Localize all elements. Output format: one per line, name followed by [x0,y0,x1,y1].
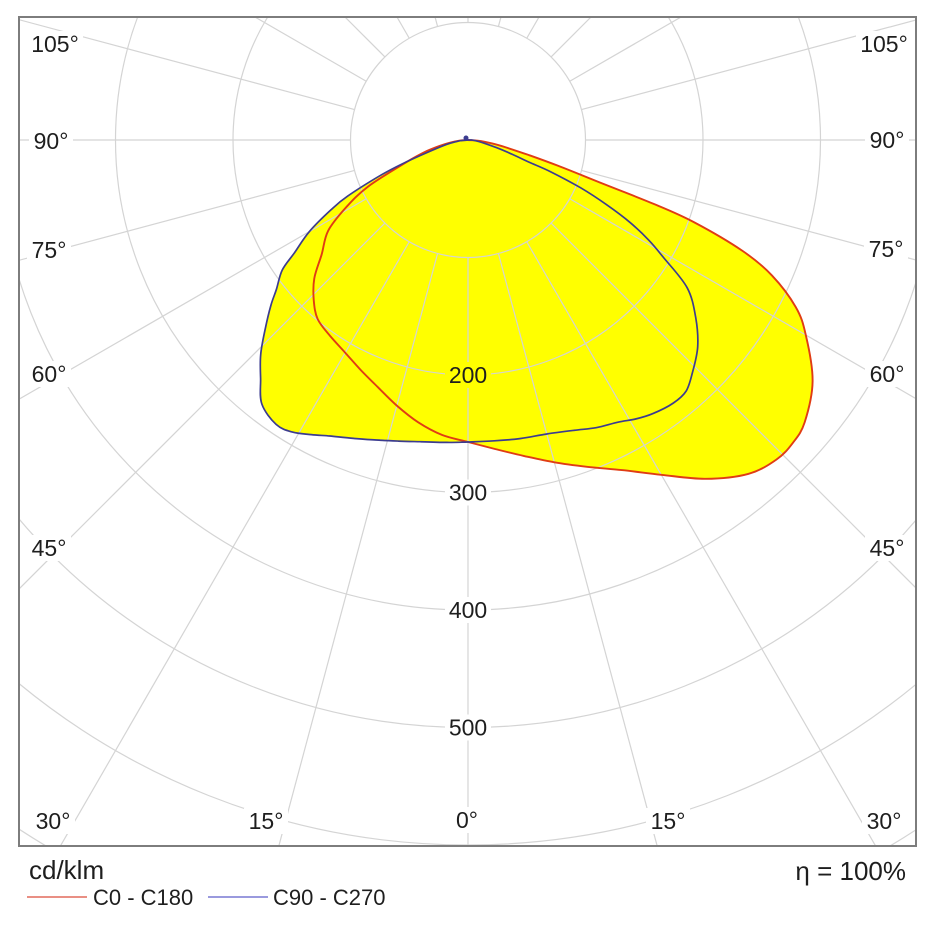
curve-c0-c180 [312,139,814,480]
angle-tick-label: 0° [456,807,478,833]
grid-radial-line [19,19,355,111]
radial-tick-labels: 200 300 400 500 [445,362,491,741]
angle-tick-labels: 105° 90° 75° 60° 45° 30° 15° 0° 15° 30° 45° 60° 75° 9… [27,31,912,834]
curve-c90-c270 [259,139,699,444]
grid-radial-line [59,241,410,846]
grid-radial-line [497,253,658,846]
angle-tick-label: 90° [34,128,69,154]
angle-tick-label: 90° [870,127,905,153]
angle-tick-label: 75° [32,237,67,263]
angle-tick-label: 15° [651,808,686,834]
grid-radial-line [581,19,916,111]
angle-tick-label: 60° [32,361,67,387]
angle-tick-label: 45° [32,535,67,561]
grid-radial-line [434,17,439,27]
units-label: cd/klm [29,855,105,885]
angle-tick-label: 105° [860,31,908,57]
curve-pole-dot [463,135,469,141]
radial-tick-label: 400 [449,597,487,623]
angle-tick-label: 30° [36,808,71,834]
radial-tick-label: 500 [449,715,487,741]
grid-radial-line [497,17,502,27]
grid-radial-line [19,222,386,590]
legend-line-c0-c180 [27,896,87,898]
grid-radial-line [569,198,916,400]
angle-tick-label: 30° [867,808,902,834]
radial-tick-label: 200 [449,362,487,388]
grid-radial-line [19,169,355,261]
grid-radial-line [19,198,367,400]
legend-label-c90-c270: C90 - C270 [273,885,386,910]
legend-line-c90-c270 [208,896,268,898]
angle-tick-label: 45° [870,535,905,561]
angle-tick-label: 15° [249,808,284,834]
grid-radial-line [550,222,916,589]
radial-tick-label: 300 [449,480,487,506]
grid-radial-line [581,169,916,261]
angle-tick-label: 60° [870,361,905,387]
angle-tick-label: 105° [31,31,79,57]
plot-border [18,16,917,847]
angle-tick-label: 75° [869,236,904,262]
grid-radial-line [526,241,877,846]
efficiency-label: η = 100% [795,856,906,886]
grid-radial-line [278,253,439,846]
legend-label-c0-c180: C0 - C180 [93,885,194,910]
distribution-fill [260,140,813,479]
